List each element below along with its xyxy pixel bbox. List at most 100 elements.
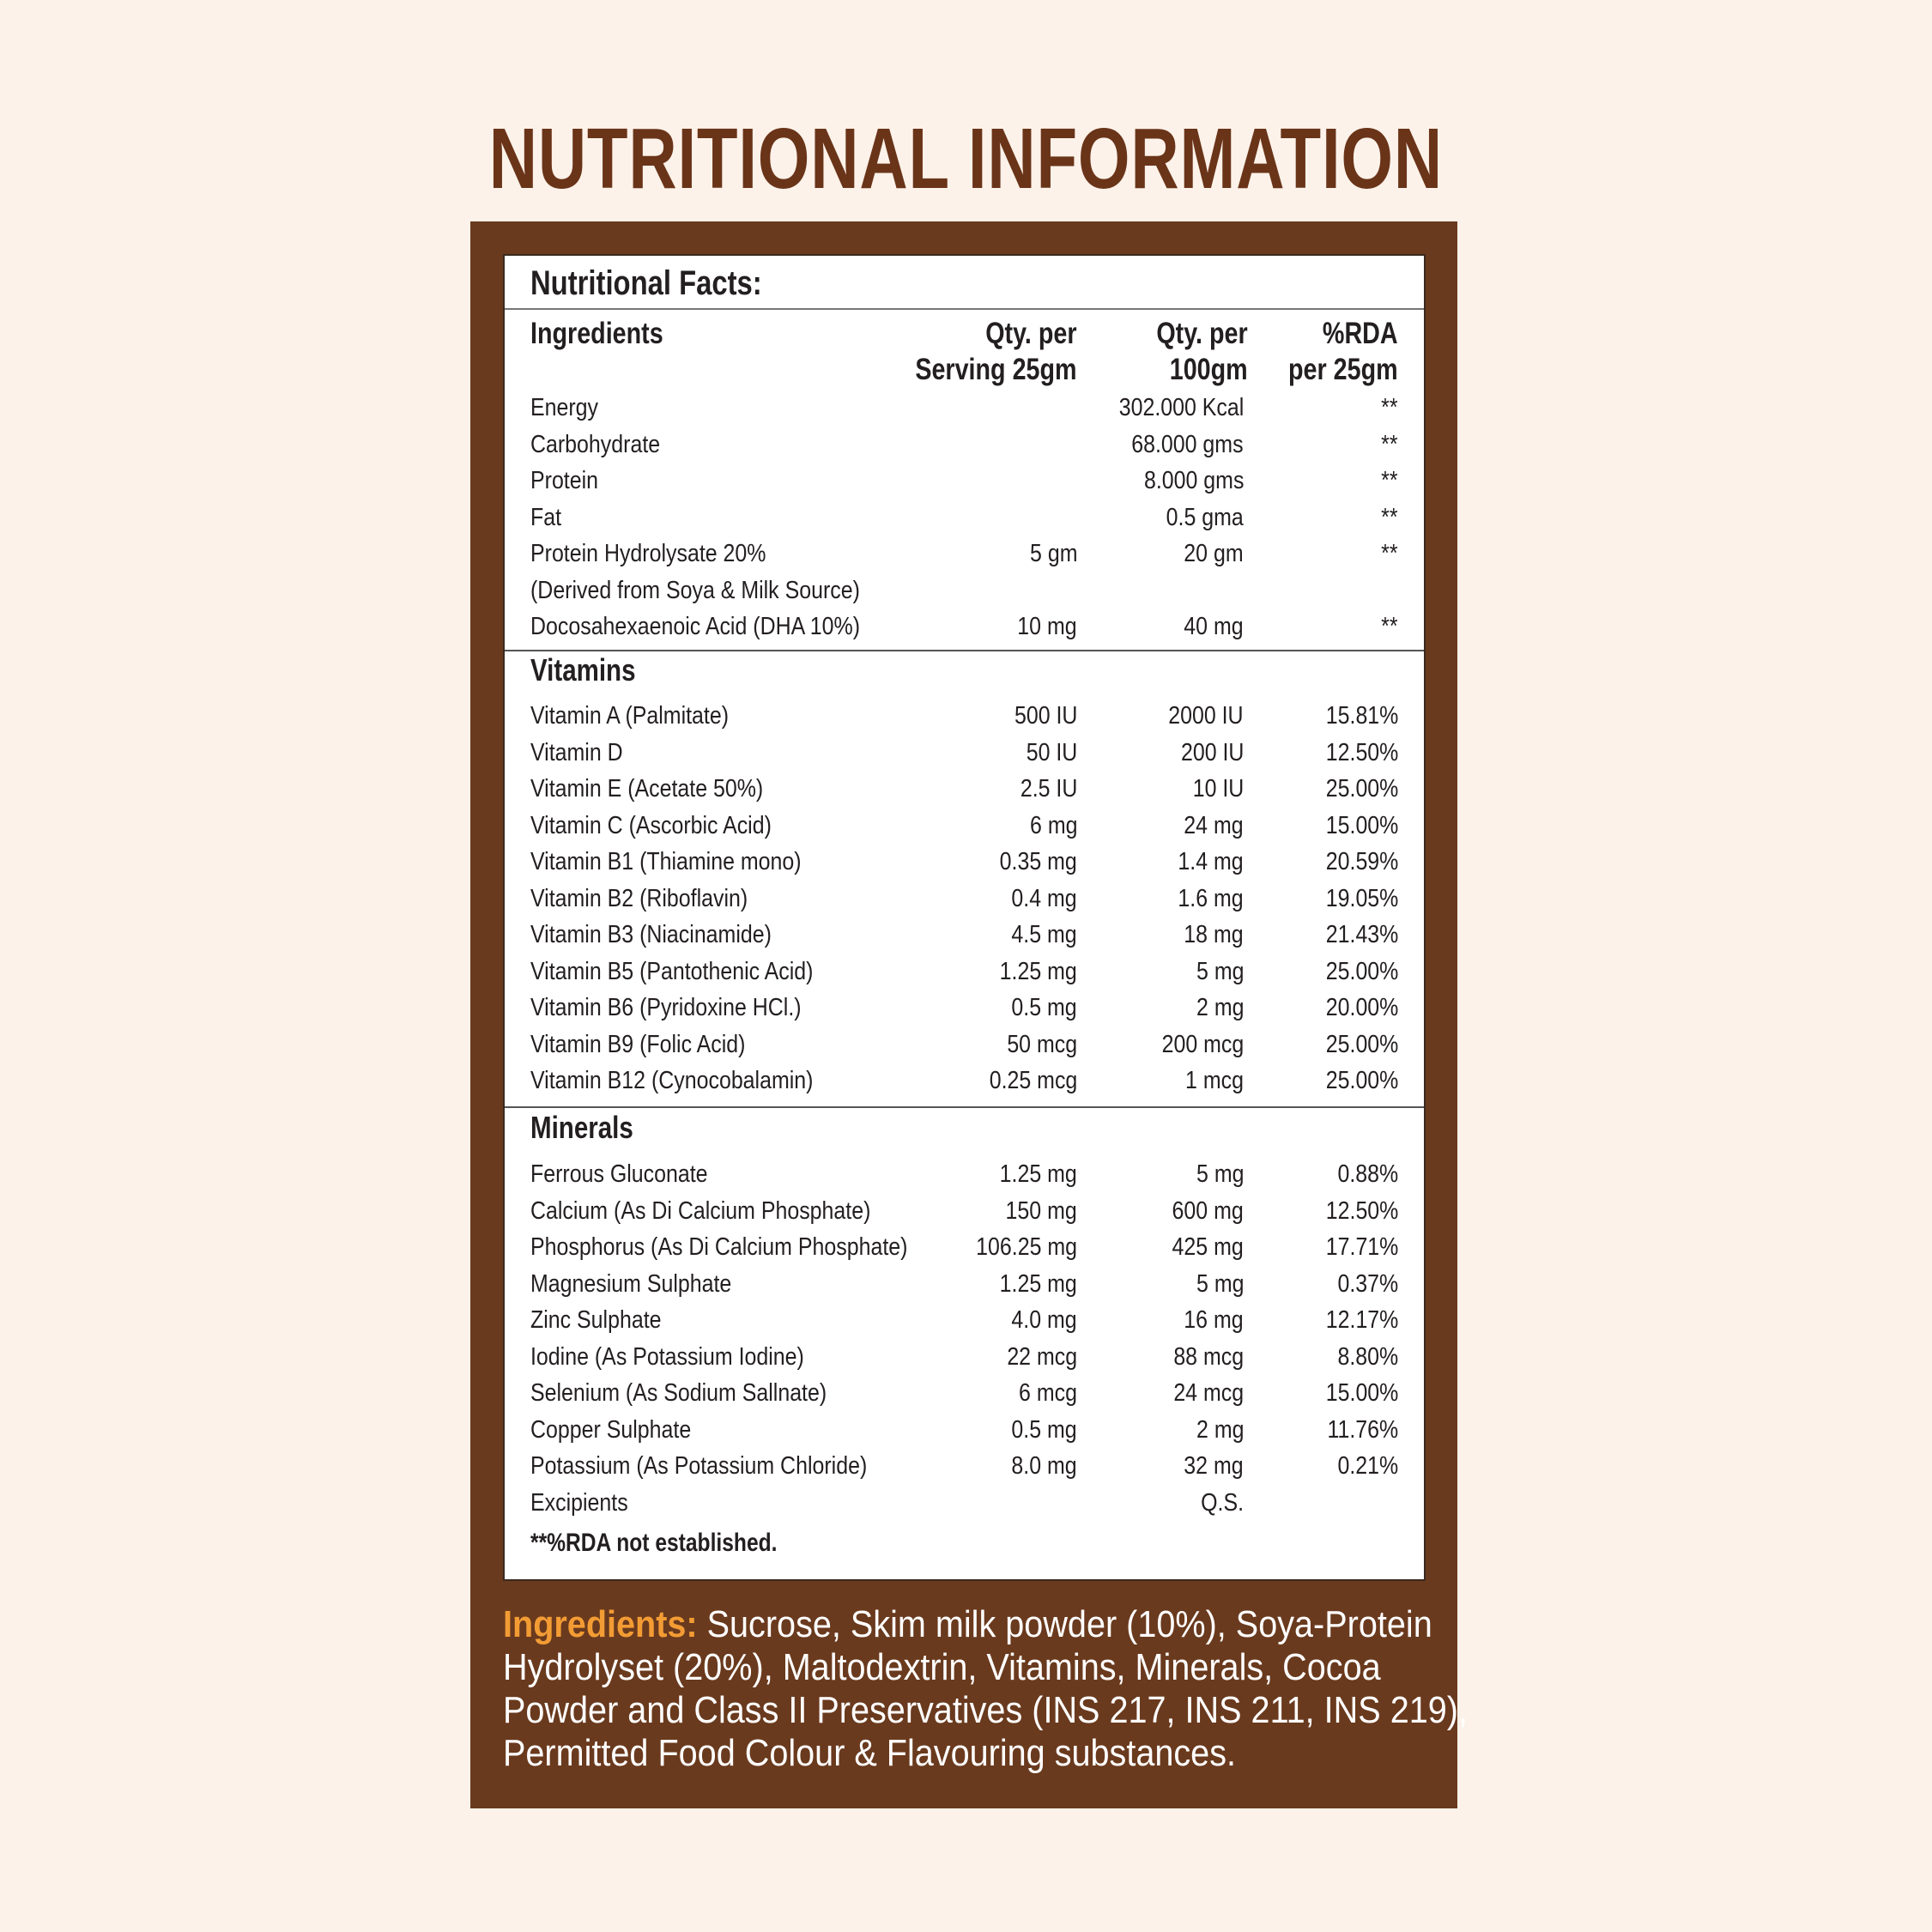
qty-per-serving: 4.5 mg <box>1011 921 1077 948</box>
table-row: Vitamin B6 (Pyridoxine HCl.) 0.5 mg 2 mg 20… <box>505 990 1424 1027</box>
table-row: Vitamin C (Ascorbic Acid) 6 mg 24 mg 15.00% <box>505 808 1424 845</box>
footnote: **%RDA not established. <box>530 1529 778 1557</box>
rda-percent: 12.50% <box>1325 1196 1398 1225</box>
nutrient-name: Fat <box>530 503 562 531</box>
ingredients-text: Sucrose, Skim milk powder (10%), Soya-Pr… <box>503 1603 1468 1774</box>
ingredients-list: Ingredients: Sucrose, Skim milk powder (… <box>503 1603 1476 1775</box>
qty-per-serving: 0.25 mcg <box>989 1067 1077 1094</box>
nutrient-name: Vitamin B3 (Niacinamide) <box>530 921 772 948</box>
qty-per-100gm: 1.6 mg <box>1178 884 1244 912</box>
qty-per-serving: 1.25 mg <box>999 957 1077 985</box>
col-header-rda: %RDA per 25gm <box>1288 316 1398 388</box>
rda-percent: ** <box>1381 613 1398 640</box>
rda-percent: 17.71% <box>1325 1233 1398 1261</box>
nutrient-name: Protein Hydrolysate 20% <box>530 540 766 567</box>
table-row: Phosphorus (As Di Calcium Phosphate) 106.… <box>505 1229 1424 1266</box>
qty-per-100gm: 302.000 Kcal <box>1118 394 1244 421</box>
qty-per-serving: 0.35 mg <box>999 848 1077 875</box>
nutrient-name: Energy <box>530 394 599 421</box>
nutrient-name: (Derived from Soya & Milk Source) <box>530 576 860 604</box>
qty-per-100gm: 200 mcg <box>1161 1030 1244 1058</box>
nutrient-name: Phosphorus (As Di Calcium Phosphate) <box>530 1233 908 1261</box>
nutrition-panel: Nutritional Facts: Ingredients Qty. per … <box>470 221 1468 1808</box>
divider <box>505 1106 1424 1108</box>
qty-per-serving: 5 gm <box>1029 540 1077 567</box>
divider <box>505 308 1424 310</box>
mineral-rows: Ferrous Gluconate 1.25 mg 5 mg 0.88% Calcium… <box>505 1156 1424 1521</box>
qty-per-100gm: 24 mcg <box>1173 1379 1244 1407</box>
rda-percent: ** <box>1381 430 1398 458</box>
col-header-rda-line1: %RDA <box>1323 317 1398 350</box>
nutrient-name: Copper Sulphate <box>530 1415 692 1444</box>
nutrient-name: Vitamin E (Acetate 50%) <box>530 775 764 802</box>
table-row: Carbohydrate 68.000 gms ** <box>505 427 1424 463</box>
nutrient-name: Carbohydrate <box>530 430 661 458</box>
qty-per-100gm: 5 mg <box>1196 1269 1244 1298</box>
nutrient-name: Excipients <box>530 1488 628 1517</box>
rda-percent: 12.50% <box>1325 738 1398 766</box>
qty-per-100gm: 24 mg <box>1184 811 1244 839</box>
table-row: Docosahexaenoic Acid (DHA 10%) 10 mg 40 mg… <box>505 609 1424 645</box>
table-row: Vitamin A (Palmitate) 500 IU 2000 IU 15.81% <box>505 698 1424 735</box>
rda-percent: 21.43% <box>1325 921 1398 948</box>
divider <box>505 650 1424 651</box>
rda-percent: 25.00% <box>1325 957 1398 985</box>
qty-per-100gm: 40 mg <box>1184 613 1244 640</box>
ingredients-label: Ingredients: <box>503 1603 698 1645</box>
rda-percent: 0.88% <box>1337 1160 1398 1188</box>
nutrient-name: Magnesium Sulphate <box>530 1269 732 1298</box>
nutrient-name: Selenium (As Sodium Sallnate) <box>530 1379 827 1407</box>
qty-per-serving: 8.0 mg <box>1011 1452 1077 1480</box>
nutrient-name: Calcium (As Di Calcium Phosphate) <box>530 1196 871 1225</box>
qty-per-100gm: 0.5 gma <box>1166 503 1244 531</box>
qty-per-serving: 4.0 mg <box>1011 1306 1077 1334</box>
nutrient-name: Vitamin D <box>530 738 623 766</box>
qty-per-100gm: 68.000 gms <box>1131 430 1244 458</box>
qty-per-serving: 1.25 mg <box>999 1269 1077 1298</box>
qty-per-serving: 0.5 mg <box>1011 1415 1077 1444</box>
qty-per-100gm: 5 mg <box>1196 1160 1244 1188</box>
table-row: Vitamin B12 (Cynocobalamin) 0.25 mcg 1 mcg… <box>505 1063 1424 1099</box>
col-header-ingredients: Ingredients <box>530 317 663 350</box>
rda-percent: 25.00% <box>1325 775 1398 802</box>
rda-percent: 12.17% <box>1325 1306 1398 1334</box>
nutrition-facts-table: Nutritional Facts: Ingredients Qty. per … <box>503 254 1426 1581</box>
nutrient-name: Zinc Sulphate <box>530 1306 662 1334</box>
table-row: Zinc Sulphate 4.0 mg 16 mg 12.17% <box>505 1302 1424 1339</box>
qty-per-100gm: 32 mg <box>1184 1452 1244 1480</box>
qty-per-serving: 22 mcg <box>1007 1342 1077 1371</box>
qty-per-serving: 106.25 mg <box>976 1233 1077 1261</box>
nutrient-name: Vitamin B2 (Riboflavin) <box>530 884 748 912</box>
table-row: Copper Sulphate 0.5 mg 2 mg 11.76% <box>505 1412 1424 1449</box>
table-row: Protein Hydrolysate 20% 5 gm 20 gm ** <box>505 536 1424 572</box>
rda-percent: ** <box>1381 503 1398 531</box>
qty-per-100gm: 8.000 gms <box>1143 467 1244 494</box>
rda-percent: 15.00% <box>1325 1379 1398 1407</box>
table-row: Vitamin B9 (Folic Acid) 50 mcg 200 mcg 25.0… <box>505 1027 1424 1063</box>
nutrient-name: Vitamin B12 (Cynocobalamin) <box>530 1067 814 1094</box>
table-row: Selenium (As Sodium Sallnate) 6 mcg 24 mcg… <box>505 1375 1424 1412</box>
nutrient-name: Vitamin A (Palmitate) <box>530 702 730 730</box>
qty-per-serving: 500 IU <box>1014 702 1077 730</box>
table-row: Vitamin B1 (Thiamine mono) 0.35 mg 1.4 mg 2… <box>505 844 1424 881</box>
table-row: Fat 0.5 gma ** <box>505 500 1424 536</box>
qty-per-serving: 6 mcg <box>1019 1379 1077 1407</box>
col-header-per100: Qty. per 100gm <box>1157 316 1248 388</box>
table-row: Vitamin D 50 IU 200 IU 12.50% <box>505 735 1424 772</box>
qty-per-100gm: 18 mg <box>1184 921 1244 948</box>
qty-per-serving: 0.4 mg <box>1011 884 1077 912</box>
qty-per-100gm: 20 gm <box>1184 540 1244 567</box>
rda-percent: ** <box>1381 540 1398 567</box>
table-row: Magnesium Sulphate 1.25 mg 5 mg 0.37% <box>505 1266 1424 1303</box>
table-row: Vitamin B5 (Pantothenic Acid) 1.25 mg 5 mg… <box>505 954 1424 990</box>
qty-per-serving: 50 IU <box>1026 738 1077 766</box>
nutrient-name: Protein <box>530 467 599 494</box>
table-row: Potassium (As Potassium Chloride) 8.0 mg 3… <box>505 1448 1424 1485</box>
table-row: Vitamin B2 (Riboflavin) 0.4 mg 1.6 mg 19.05… <box>505 881 1424 918</box>
qty-per-100gm: 10 IU <box>1192 775 1244 802</box>
table-row: Iodine (As Potassium Iodine) 22 mcg 88 mcg… <box>505 1339 1424 1376</box>
rda-percent: 11.76% <box>1327 1415 1398 1444</box>
rda-percent: 15.81% <box>1325 702 1398 730</box>
qty-per-serving: 50 mcg <box>1007 1030 1077 1058</box>
qty-per-serving: 1.25 mg <box>999 1160 1077 1188</box>
